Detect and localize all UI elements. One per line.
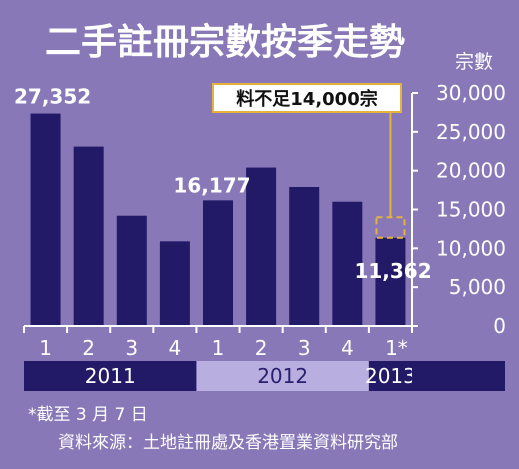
chart-title: 二手註冊宗數按季走勢 bbox=[45, 21, 405, 63]
bars-group bbox=[30, 113, 406, 326]
y-tick-label-0: 0 bbox=[493, 314, 506, 338]
year-label-1: 2012 bbox=[257, 364, 308, 388]
bar-6 bbox=[289, 186, 320, 326]
bar-7 bbox=[332, 201, 363, 326]
reference-label-box bbox=[212, 83, 402, 113]
x-tick-label-4: 1 bbox=[212, 336, 225, 360]
reference-label: 料不足14,000宗 bbox=[236, 88, 377, 110]
y-tick-label-1: 5,000 bbox=[449, 275, 506, 299]
y-tick-label-6: 30,000 bbox=[436, 81, 506, 105]
bar-1 bbox=[73, 146, 104, 326]
source-note: 資料來源：土地註冊處及香港置業資料研究部 bbox=[58, 433, 398, 453]
data-label-8: 11,362 bbox=[354, 259, 431, 283]
x-tick-label-2: 3 bbox=[125, 336, 138, 360]
x-tick-label-0: 1 bbox=[39, 336, 52, 360]
data-label-0: 27,352 bbox=[14, 85, 91, 109]
x-tick-label-5: 2 bbox=[255, 336, 268, 360]
bar-3 bbox=[159, 241, 190, 326]
data-label-4: 16,177 bbox=[173, 173, 250, 197]
bar-8 bbox=[375, 237, 406, 326]
x-tick-label-1: 2 bbox=[82, 336, 95, 360]
year-label-2: 2013 bbox=[365, 364, 416, 388]
x-tick-label-7: 4 bbox=[341, 336, 354, 360]
y-tick-label-2: 10,000 bbox=[436, 236, 506, 260]
reference-dashed-box bbox=[375, 216, 406, 239]
bar-4 bbox=[203, 200, 233, 326]
bar-0 bbox=[30, 113, 61, 326]
year-band-2 bbox=[368, 361, 412, 391]
year-label-0: 2011 bbox=[85, 364, 136, 388]
x-tick-label-6: 3 bbox=[298, 336, 311, 360]
y-tick-label-5: 25,000 bbox=[436, 120, 506, 144]
y-axis-label: 宗數 bbox=[455, 51, 493, 73]
year-band-0 bbox=[24, 361, 197, 391]
bar-2 bbox=[116, 215, 147, 326]
axis-group: 0 5,000 10,000 15,000 20,000 25,000 30,000 1 2 3 4… bbox=[14, 81, 506, 360]
reference-group: 料不足14,000宗 bbox=[212, 83, 406, 239]
footnote: *截至 3 月 7 日 bbox=[28, 405, 148, 425]
y-tick-label-4: 20,000 bbox=[436, 159, 506, 183]
year-band: 2011 2012 2013 bbox=[24, 361, 505, 391]
year-band-extension bbox=[412, 361, 505, 391]
bar-5 bbox=[246, 167, 277, 326]
x-tick-label-3: 4 bbox=[169, 336, 182, 360]
year-band-1 bbox=[196, 361, 369, 391]
y-tick-label-3: 15,000 bbox=[436, 198, 506, 222]
x-tick-label-8: 1* bbox=[385, 336, 408, 360]
